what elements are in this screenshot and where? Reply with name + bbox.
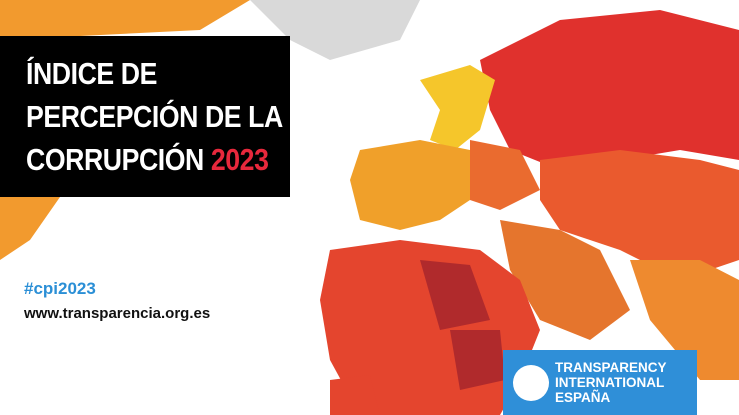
greenland xyxy=(250,0,420,60)
logo-text: TRANSPARENCY INTERNATIONAL ESPAÑA xyxy=(555,360,667,405)
title-line: ÍNDICE DE xyxy=(26,56,157,91)
russia xyxy=(480,10,739,170)
middle-east xyxy=(500,220,630,340)
hashtag: #cpi2023 xyxy=(24,279,96,298)
logo: TRANSPARENCY INTERNATIONAL ESPAÑA xyxy=(503,350,697,415)
title-box: ÍNDICE DE PERCEPCIÓN DE LA CORRUPCIÓN 20… xyxy=(0,36,290,197)
central-asia xyxy=(540,150,739,280)
sudan xyxy=(450,330,505,390)
title-line: CORRUPCIÓN 2023 xyxy=(26,138,269,181)
libya xyxy=(420,260,490,330)
logo-line: TRANSPARENCY xyxy=(555,360,667,375)
western-europe xyxy=(350,140,470,230)
logo-line: INTERNATIONAL xyxy=(555,375,665,390)
scandinavia xyxy=(420,65,495,150)
title-line: PERCEPCIÓN DE LA xyxy=(26,99,283,134)
eastern-europe xyxy=(470,140,540,210)
south-america xyxy=(330,375,380,415)
logo-icon xyxy=(513,364,549,401)
north-america xyxy=(0,0,250,40)
title-year: 2023 xyxy=(210,142,269,177)
north-america-south xyxy=(0,197,60,260)
south-asia xyxy=(630,260,739,380)
logo-line: ESPAÑA xyxy=(555,390,611,405)
title-word: CORRUPCIÓN xyxy=(26,142,204,177)
website: www.transparencia.org.es xyxy=(24,305,211,322)
